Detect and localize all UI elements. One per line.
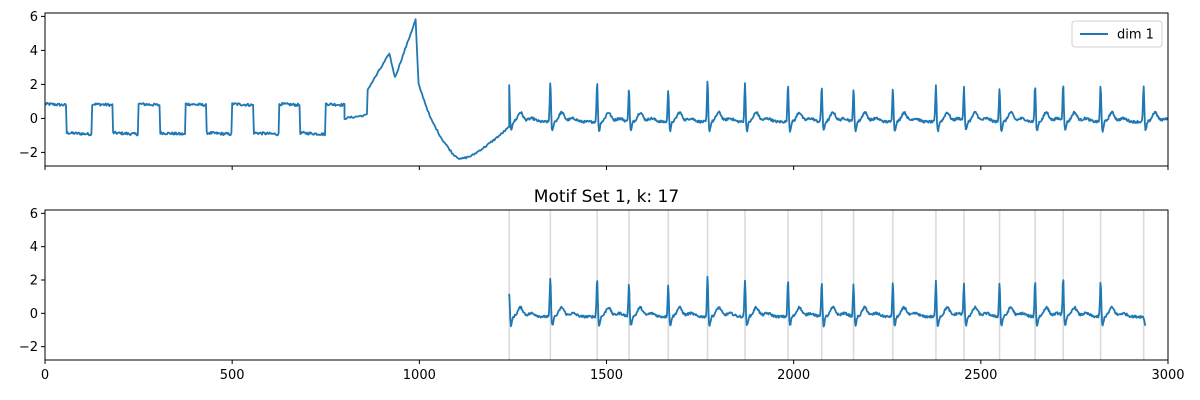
y-tick-label: 0 xyxy=(30,307,38,322)
x-tick-label: 1500 xyxy=(590,368,623,383)
y-tick-label: 6 xyxy=(30,10,38,25)
legend-box xyxy=(1071,20,1163,48)
y-tick-label: 4 xyxy=(30,44,38,59)
x-tick-label: 3000 xyxy=(1151,368,1184,383)
y-tick-label: 0 xyxy=(30,112,38,127)
y-tick-label: 4 xyxy=(30,240,38,255)
y-tick-label: −2 xyxy=(19,340,38,355)
y-tick-label: 6 xyxy=(30,207,38,222)
series-line-0 xyxy=(508,275,1147,328)
legend-label: dim 1 xyxy=(1117,28,1154,43)
y-tick-label: 2 xyxy=(30,78,38,93)
series-line-0 xyxy=(45,18,1168,160)
y-tick-label: −2 xyxy=(19,146,38,161)
chart-title: Motif Set 1, k: 17 xyxy=(534,187,679,207)
x-tick-label: 0 xyxy=(41,368,49,383)
x-tick-label: 2500 xyxy=(964,368,997,383)
x-tick-label: 2000 xyxy=(777,368,810,383)
top-panel: −2 0 2 4 6 dim 1 xyxy=(19,10,1169,170)
y-tick-label: 2 xyxy=(30,274,38,289)
x-tick-label: 1000 xyxy=(403,368,436,383)
x-tick-label: 500 xyxy=(220,368,245,383)
